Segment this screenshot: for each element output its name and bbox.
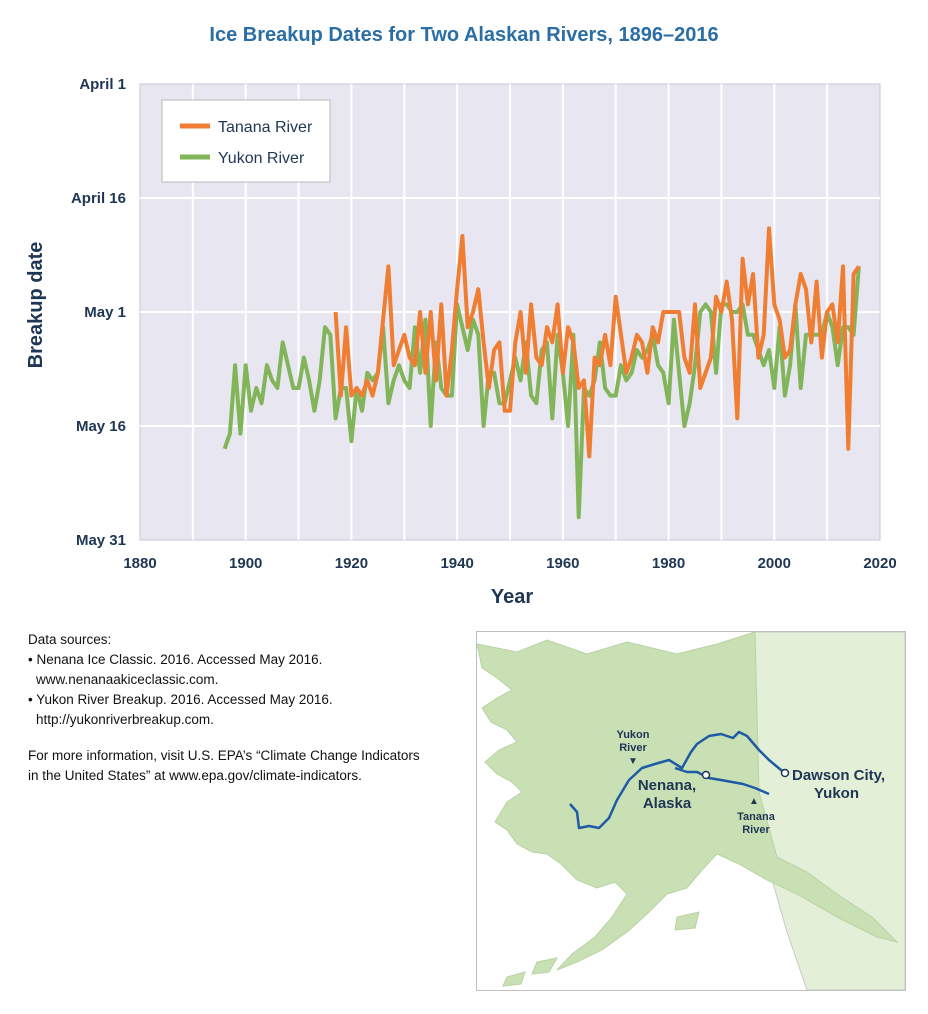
x-tick-label: 1920 [335, 555, 368, 572]
source-line-4: http://yukonriverbreakup.com. [36, 712, 214, 727]
more-info-line-1: For more information, visit U.S. EPA’s “… [28, 748, 420, 763]
alaska-map: Yukon River ▼ Nenana, Alaska Dawson City… [476, 631, 906, 991]
legend-label-yukon: Yukon River [218, 150, 305, 167]
source-line-1: • Nenana Ice Classic. 2016. Accessed May… [28, 652, 323, 667]
island [502, 971, 526, 987]
map-label-nenana-1: Nenana, [638, 777, 696, 794]
source-line-2: www.nenanaakiceclassic.com. [36, 672, 219, 687]
map-label-arrow-down-icon: ▼ [628, 756, 638, 767]
map-label-tanana-river-1: Tanana [737, 811, 776, 823]
island [531, 957, 558, 975]
x-tick-label: 1880 [123, 555, 156, 572]
x-tick-label: 1940 [440, 555, 473, 572]
alaska-land [477, 632, 899, 971]
x-tick-label: 2000 [758, 555, 791, 572]
map-label-dawson-1: Dawson City, [792, 767, 885, 784]
y-tick-label: April 16 [71, 190, 126, 207]
map-label-dawson-2: Yukon [814, 785, 859, 802]
y-tick-label: May 16 [76, 418, 126, 435]
legend-label-tanana: Tanana River [218, 119, 313, 136]
x-tick-label: 1960 [546, 555, 579, 572]
dawson-point-icon [780, 768, 790, 778]
x-axis-title: Year [491, 586, 533, 608]
map-label-yukon-river-1: Yukon [616, 729, 649, 741]
grid [140, 84, 880, 540]
y-tick-label: April 1 [79, 76, 126, 93]
chart-svg: 1880 1900 1920 1940 1960 1980 2000 2020 April 1… [25, 76, 897, 608]
series-line-yukon-river [222, 266, 861, 520]
y-tick-labels: April 1 April 16 May 1 May 16 May 31 [71, 76, 126, 549]
map-label-nenana-2: Alaska [643, 795, 692, 812]
tanana-river-line [674, 766, 770, 796]
island [674, 911, 700, 931]
series-group [222, 226, 861, 520]
more-info-line-2: in the United States” at www.epa.gov/cli… [28, 768, 362, 783]
sources-heading: Data sources: [28, 632, 112, 647]
legend-box [161, 99, 331, 183]
x-tick-label: 1980 [652, 555, 685, 572]
map-label-arrow-up-icon: ▲ [749, 796, 759, 807]
nenana-point-icon [701, 770, 711, 780]
x-tick-labels: 1880 1900 1920 1940 1960 1980 2000 2020 [123, 555, 896, 572]
map-label-yukon-river-2: River [619, 742, 647, 754]
sources-block: Data sources: • Nenana Ice Classic. 2016… [28, 630, 468, 786]
series-line-tanana-river [333, 226, 861, 459]
map-svg: Yukon River ▼ Nenana, Alaska Dawson City… [477, 632, 905, 990]
x-tick-label: 1900 [229, 555, 262, 572]
chart-title: Ice Breakup Dates for Two Alaskan Rivers… [209, 24, 719, 46]
source-line-3: • Yukon River Breakup. 2016. Accessed Ma… [28, 692, 333, 707]
yukon-river-line [569, 730, 788, 830]
y-tick-label: May 31 [76, 532, 126, 549]
y-tick-label: May 1 [84, 304, 126, 321]
y-axis-title: Breakup date [25, 242, 47, 369]
x-tick-label: 2020 [863, 555, 896, 572]
legend: Tanana River Yukon River [161, 99, 331, 183]
map-label-tanana-river-2: River [742, 824, 770, 836]
